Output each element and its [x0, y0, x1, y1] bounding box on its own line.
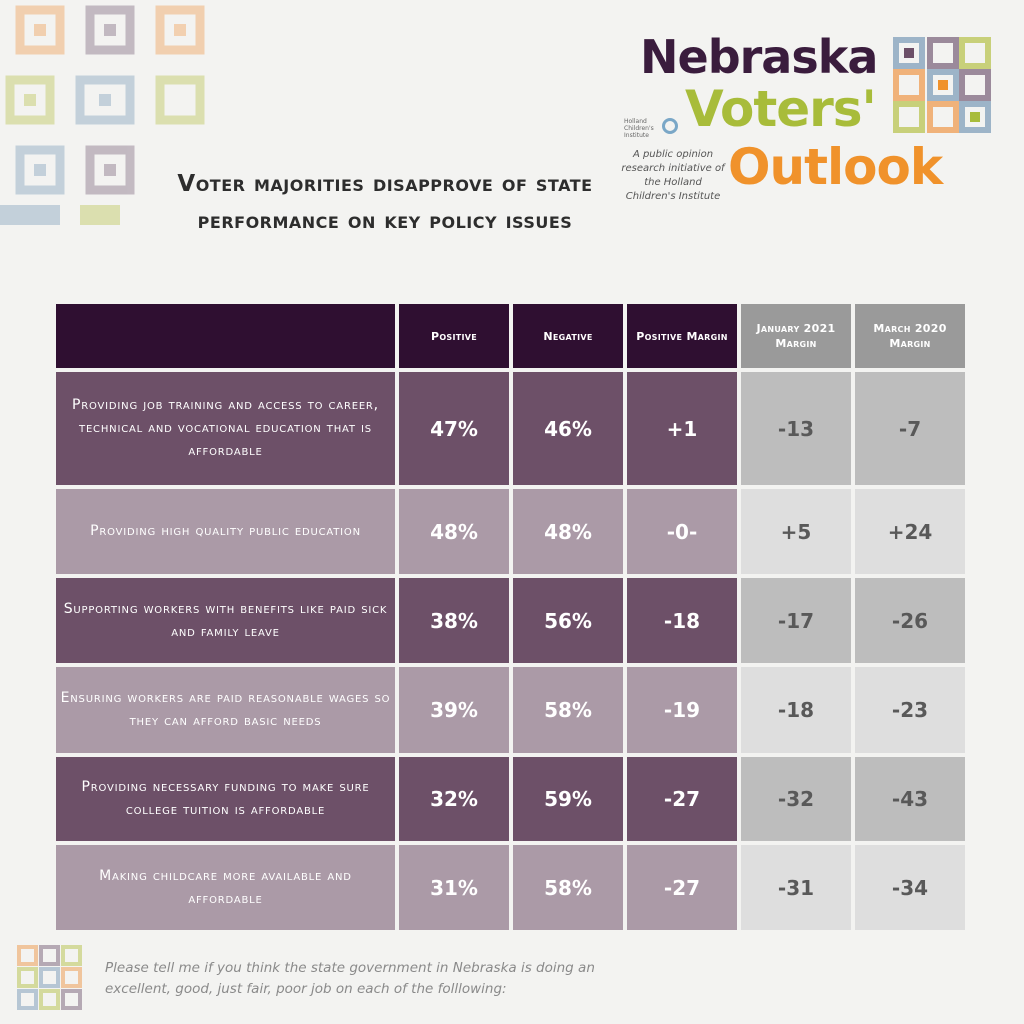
- margin-value: -27: [627, 845, 737, 930]
- page-title: Voter majorities disapprove of state per…: [177, 171, 593, 234]
- margin-value: +1: [627, 372, 737, 485]
- header-positive-margin: Positive Margin: [627, 304, 737, 368]
- issue-label: Ensuring workers are paid reasonable wag…: [56, 667, 395, 753]
- jan-2021-margin-value: -17: [741, 578, 851, 663]
- jan-2021-margin-value: -13: [741, 372, 851, 485]
- negative-value: 58%: [513, 845, 623, 930]
- margin-value: -18: [627, 578, 737, 663]
- header-jan-2021-margin: January 2021 Margin: [741, 304, 851, 368]
- negative-value: 58%: [513, 667, 623, 753]
- jan-2021-margin-value: -31: [741, 845, 851, 930]
- negative-value: 56%: [513, 578, 623, 663]
- jan-2021-margin-value: -32: [741, 757, 851, 841]
- issue-label: Making childcare more available and affo…: [56, 845, 395, 930]
- margin-value: -0-: [627, 489, 737, 574]
- positive-value: 38%: [399, 578, 509, 663]
- mar-2020-margin-value: -23: [855, 667, 965, 753]
- margin-value: -27: [627, 757, 737, 841]
- negative-value: 59%: [513, 757, 623, 841]
- mar-2020-margin-value: +24: [855, 489, 965, 574]
- mar-2020-margin-value: -7: [855, 372, 965, 485]
- jan-2021-margin-value: -18: [741, 667, 851, 753]
- positive-value: 48%: [399, 489, 509, 574]
- positive-value: 39%: [399, 667, 509, 753]
- decorative-pattern: [0, 5, 205, 225]
- brand-line-1: Nebraska: [640, 30, 878, 84]
- issue-label: Providing necessary funding to make sure…: [56, 757, 395, 841]
- survey-question-note: Please tell me if you think the state go…: [105, 960, 595, 997]
- negative-value: 46%: [513, 372, 623, 485]
- positive-value: 32%: [399, 757, 509, 841]
- brand-pattern-icon: [893, 37, 991, 133]
- mar-2020-margin-value: -26: [855, 578, 965, 663]
- header-positive: Positive: [399, 304, 509, 368]
- footer-pattern-icon: [17, 945, 82, 1010]
- header-issue: [56, 304, 395, 368]
- mar-2020-margin-value: -43: [855, 757, 965, 841]
- issue-label: Providing high quality public education: [56, 489, 395, 574]
- header-negative: Negative: [513, 304, 623, 368]
- positive-value: 47%: [399, 372, 509, 485]
- margin-value: -19: [627, 667, 737, 753]
- jan-2021-margin-value: +5: [741, 489, 851, 574]
- issue-label: Supporting workers with benefits like pa…: [56, 578, 395, 663]
- mar-2020-margin-value: -34: [855, 845, 965, 930]
- brand-line-2: Voters': [685, 80, 877, 138]
- institute-logo-icon: [662, 118, 678, 134]
- brand-tagline: A public opinion research initiative of …: [621, 149, 725, 202]
- brand-line-3: Outlook: [728, 138, 943, 196]
- negative-value: 48%: [513, 489, 623, 574]
- institute-name: Holland Children's Institute: [624, 118, 654, 139]
- results-table: Positive Negative Positive Margin Januar…: [56, 304, 965, 930]
- issue-label: Providing job training and access to car…: [56, 372, 395, 485]
- header-mar-2020-margin: March 2020 Margin: [855, 304, 965, 368]
- brand-logo: Nebraska Voters' Outlook Holland Childre…: [610, 30, 943, 230]
- positive-value: 31%: [399, 845, 509, 930]
